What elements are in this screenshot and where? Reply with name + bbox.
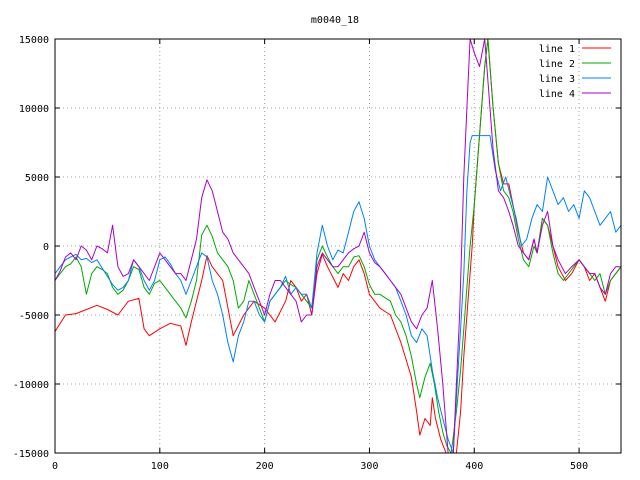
series-line-4: [55, 39, 621, 453]
x-tick-label: 0: [52, 461, 58, 472]
series-lines: [55, 39, 621, 453]
grid-lines: [55, 39, 621, 453]
series-line-3: [55, 135, 621, 453]
legend-label: line 2: [539, 59, 575, 70]
y-tick-label: -15000: [13, 449, 49, 460]
y-tick-label: 10000: [19, 104, 49, 115]
legend-label: line 1: [539, 44, 575, 55]
y-axis-ticks: -15000 -10000 -5000 0 5000 10000 15000: [13, 35, 621, 460]
y-tick-label: 15000: [19, 35, 49, 46]
y-tick-label: -10000: [13, 380, 49, 391]
y-tick-label: 5000: [25, 173, 49, 184]
y-tick-label: -5000: [19, 311, 49, 322]
x-tick-label: 200: [256, 461, 274, 472]
x-tick-label: 500: [570, 461, 588, 472]
chart-title: m0040_18: [311, 15, 359, 26]
series-line-2: [55, 39, 621, 453]
x-tick-label: 400: [465, 461, 483, 472]
legend: line 1 line 2 line 3 line 4: [539, 44, 611, 100]
x-tick-label: 300: [360, 461, 378, 472]
legend-label: line 4: [539, 89, 575, 100]
y-tick-label: 0: [43, 242, 49, 253]
x-tick-label: 100: [151, 461, 169, 472]
plot-frame: [54, 38, 622, 454]
legend-label: line 3: [539, 74, 575, 85]
